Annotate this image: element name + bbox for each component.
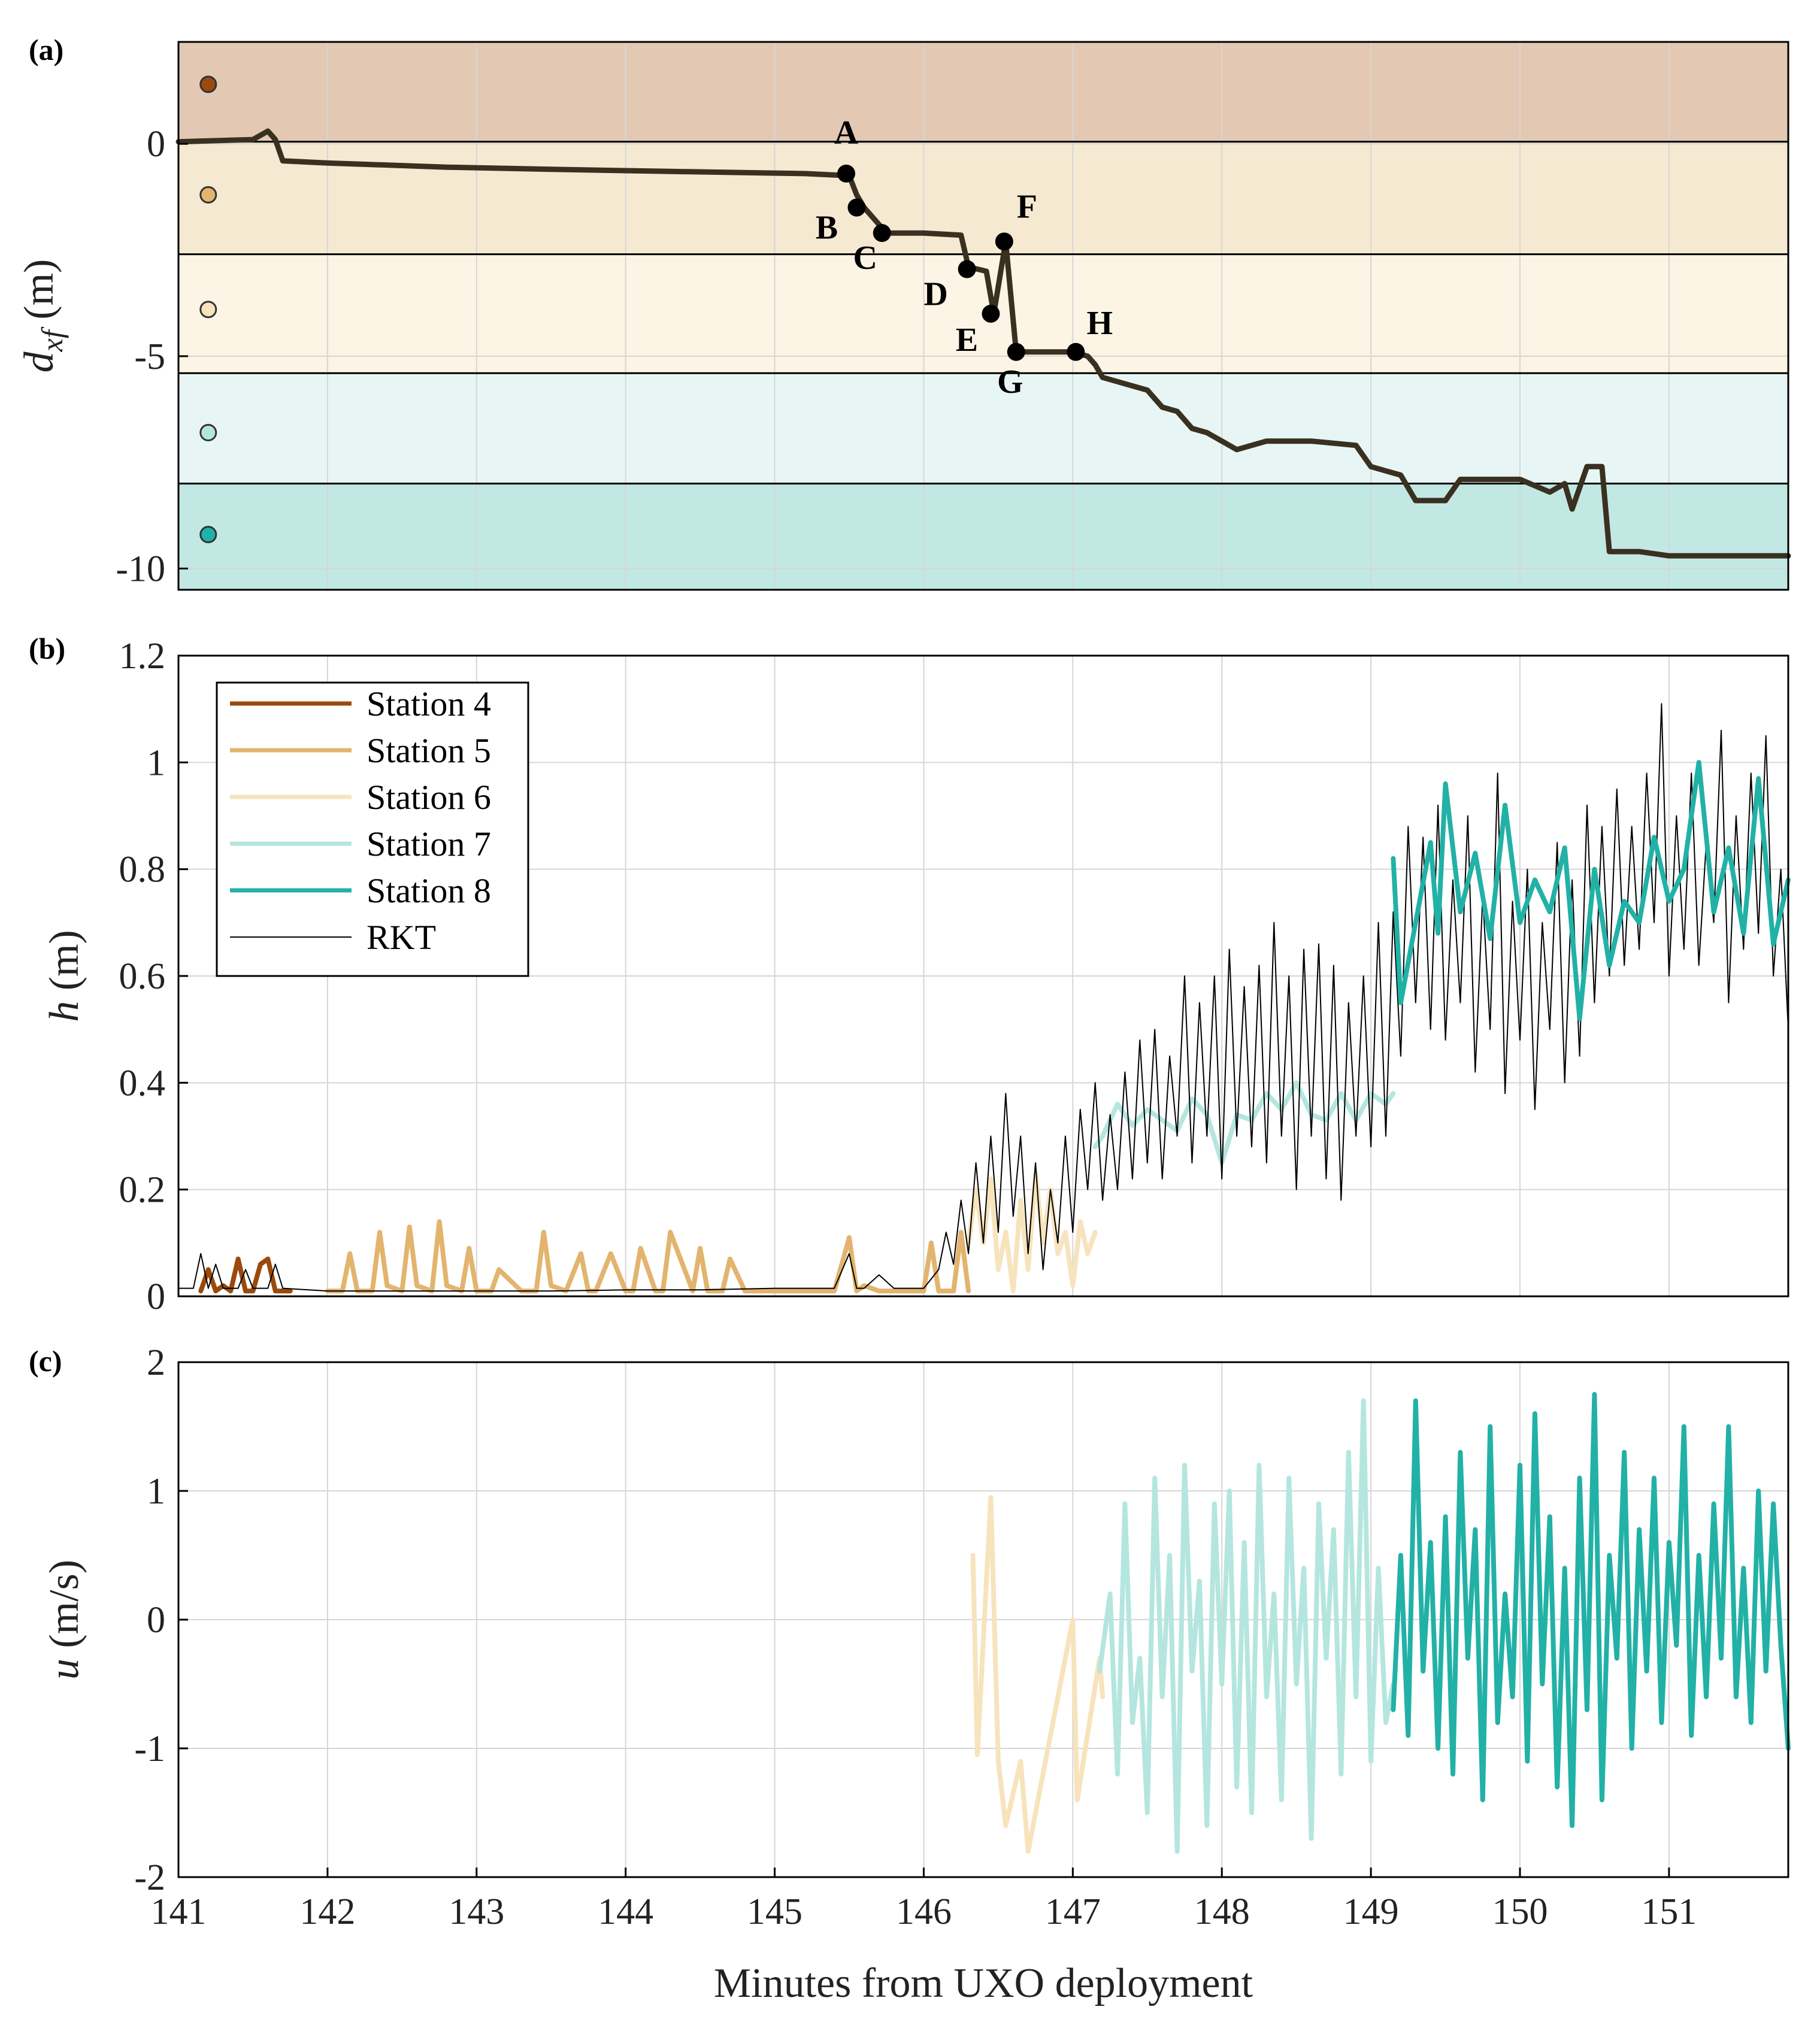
y-tick-label: 0 — [147, 1600, 165, 1641]
y-tick-label: -10 — [116, 549, 165, 590]
y-axis-title-b-var: h — [41, 1001, 87, 1022]
point-label-f: F — [1017, 188, 1037, 225]
point-f — [995, 232, 1013, 251]
station-marker — [199, 186, 217, 204]
legend-label: Station 5 — [367, 731, 491, 770]
point-label-h: H — [1087, 305, 1113, 342]
y-tick-label: 0.6 — [119, 956, 166, 997]
point-d — [958, 260, 976, 278]
point-label-g: G — [997, 363, 1023, 401]
x-tick-label: 148 — [1194, 1891, 1250, 1932]
series-station-8 — [1391, 1392, 1791, 1828]
y-axis-title-a-main: d — [16, 351, 62, 372]
x-ticks-c: 141 142 143 144 145 146 147 148 149 150 151 — [151, 1868, 1697, 1932]
y-tick-label: 0.8 — [119, 850, 166, 890]
y-axis-title-c: u (m/s) — [41, 1560, 87, 1680]
series-rkt — [178, 703, 1789, 1292]
grid-a — [178, 42, 1788, 590]
series-station-6 — [966, 1171, 1098, 1294]
x-tick-label: 149 — [1343, 1891, 1399, 1932]
y-ticks-c: -2 -1 0 1 2 — [134, 1342, 188, 1898]
legend-label: RKT — [367, 918, 436, 957]
panel-label-b: (b) — [29, 632, 65, 665]
frame-b — [177, 654, 1789, 1298]
panel-label-a: (a) — [29, 33, 63, 66]
frame-c — [177, 1361, 1789, 1878]
x-tick-label: 147 — [1045, 1891, 1101, 1932]
point-h — [1067, 342, 1085, 361]
point-e — [982, 304, 1000, 323]
y-axis-title-b: h (m) — [41, 930, 87, 1022]
station-markers — [199, 75, 217, 544]
legend-label: Station 6 — [367, 778, 491, 817]
y-tick-label: 0.4 — [119, 1063, 166, 1104]
h-lines — [178, 703, 1791, 1294]
x-tick-label: 142 — [299, 1891, 355, 1932]
y-ticks-b: 0 0.2 0.4 0.6 0.8 1 1.2 — [119, 636, 188, 1317]
point-a — [837, 164, 856, 183]
x-tick-label: 151 — [1641, 1891, 1697, 1932]
station-marker — [199, 301, 217, 319]
y-tick-label: 0 — [147, 1277, 165, 1317]
series-station-6 — [970, 1495, 1106, 1854]
point-label-e: E — [956, 322, 978, 359]
point-b — [847, 198, 866, 217]
y-tick-label: -5 — [134, 337, 165, 377]
series-station-7 — [1097, 1398, 1396, 1854]
y-tick-label: 1.2 — [119, 636, 166, 677]
x-tick-label: 144 — [598, 1891, 653, 1932]
y-axis-title-a: dxf (m) — [16, 259, 69, 373]
dxf-line — [175, 128, 1791, 559]
panel-c: -2 -1 0 1 2 141 142 143 144 145 146 147 148 149 150 15… — [29, 1342, 1791, 2006]
legend-label: Station 7 — [367, 824, 491, 863]
y-tick-label: 1 — [147, 1471, 165, 1512]
panel-label-c: (c) — [29, 1344, 62, 1378]
y-axis-title-a-sub: xf — [35, 326, 69, 352]
x-tick-label: 150 — [1492, 1891, 1548, 1932]
frame-a — [177, 41, 1789, 591]
series-station-7 — [1092, 1080, 1396, 1166]
event-points: A BC DE F G H — [816, 114, 1113, 401]
station-marker — [199, 526, 217, 544]
legend: Station 4 Station 5 Station 6 Station 7 Stat… — [216, 681, 529, 977]
dxf-lines — [175, 128, 1791, 559]
point-g — [1007, 342, 1025, 361]
legend-label: Station 8 — [367, 871, 491, 910]
x-tick-label: 145 — [747, 1891, 803, 1932]
x-tick-label: 141 — [151, 1891, 207, 1932]
x-tick-label: 146 — [896, 1891, 952, 1932]
band-station-5 — [178, 141, 1788, 254]
x-tick-label: 143 — [449, 1891, 504, 1932]
station-marker — [199, 75, 217, 93]
point-c — [873, 224, 891, 242]
y-axis-title-a-unit: (m) — [16, 259, 62, 331]
u-lines — [970, 1392, 1791, 1854]
series-station-4 — [198, 1256, 293, 1294]
y-tick-label: -2 — [134, 1857, 165, 1898]
band-station-7 — [178, 373, 1788, 484]
y-ticks-a: 0 -5 -10 — [116, 124, 188, 590]
point-label-a: A — [834, 114, 859, 151]
y-axis-title-b-unit: (m) — [41, 930, 87, 1001]
point-label-c: C — [853, 240, 877, 277]
band-station-4 — [178, 42, 1788, 142]
station-marker — [199, 424, 217, 442]
y-tick-label: -1 — [134, 1729, 165, 1769]
y-tick-label: 2 — [147, 1342, 165, 1383]
y-tick-label: 0 — [147, 124, 165, 165]
x-axis-title: Minutes from UXO deployment — [714, 1960, 1253, 2006]
y-axis-title-c-var: u — [41, 1659, 87, 1680]
legend-box — [216, 681, 529, 977]
point-label-d: D — [923, 275, 947, 313]
series-station-8 — [1391, 760, 1791, 1021]
y-tick-label: 0.2 — [119, 1170, 166, 1211]
panel-b: 00.20.40.60.811.2 (b) h (m) Station 4Sta… — [29, 632, 1791, 1317]
point-label-b: B — [816, 210, 838, 247]
y-tick-label: 1 — [147, 742, 165, 783]
band-station-8 — [178, 483, 1788, 590]
y-axis-title-c-unit: (m/s) — [41, 1560, 87, 1659]
legend-label: Station 4 — [367, 684, 491, 723]
panel-a: A BC DE F G H 0 -5 -10 (a) dxf (m) — [16, 33, 1791, 591]
